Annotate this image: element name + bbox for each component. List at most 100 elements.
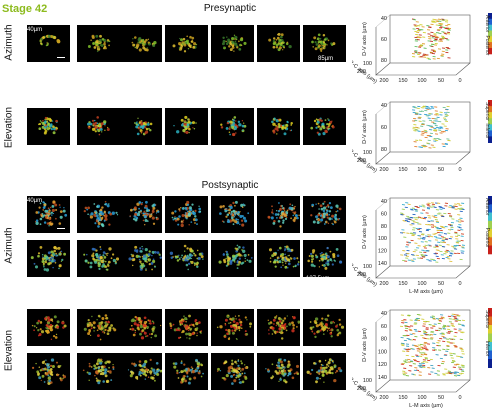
- y-tick-label: 80: [381, 224, 387, 230]
- x-tick-label: 50: [438, 78, 444, 84]
- z-tick-label: 100: [363, 378, 372, 384]
- image-tile: [257, 240, 300, 277]
- y-tick-label: 100: [378, 349, 387, 355]
- scale-bar: [57, 228, 65, 229]
- y-tick-label: 40: [381, 199, 387, 205]
- x-tick-label: 50: [438, 395, 444, 401]
- y-tick-label: 120: [378, 249, 387, 255]
- z-tick-label: 200: [357, 386, 366, 392]
- colorbar-segment: [488, 204, 492, 214]
- image-tile: [211, 196, 254, 233]
- z-tick-label: 100: [363, 61, 372, 67]
- y-tick-label: 40: [381, 16, 387, 22]
- colorbar-segment: [488, 100, 492, 107]
- image-tile: [27, 240, 70, 277]
- y-tick-label: 80: [381, 58, 387, 64]
- colorbar-segment: [488, 48, 492, 55]
- image-tile: [27, 196, 70, 233]
- colorbar-segment: [488, 359, 492, 368]
- z-tick-label: 200: [357, 158, 366, 164]
- image-tile: [77, 309, 120, 346]
- colorbar-segment: [488, 124, 492, 131]
- x-tick-label: 50: [438, 167, 444, 173]
- colorbar-segment: [488, 18, 492, 26]
- colorbar-segment: [488, 333, 492, 343]
- x-tick-label: 100: [417, 167, 426, 173]
- colorbar-segment: [488, 196, 492, 205]
- plot-frame: [389, 14, 471, 64]
- y-tick-label: 40: [381, 311, 387, 317]
- plot-floor: [375, 151, 471, 165]
- colorbar-segment: [488, 245, 492, 255]
- colorbar-segment: [488, 36, 492, 43]
- x-tick-label: 100: [417, 281, 426, 287]
- x-tick-label: 0: [458, 78, 461, 84]
- y-tick-label: 60: [381, 211, 387, 217]
- y-axis-label: D-V axis (µm): [362, 328, 368, 362]
- image-tile: [27, 309, 70, 346]
- image-tile: [211, 353, 254, 390]
- image-tile: [165, 25, 208, 62]
- postsynaptic-title: Postsynaptic: [201, 180, 259, 191]
- image-tile: [119, 108, 162, 145]
- image-tile: [211, 108, 254, 145]
- colorbar-bottom-label: Inferior: [484, 341, 490, 357]
- y-tick-label: 80: [381, 337, 387, 343]
- image-tile: [257, 196, 300, 233]
- image-tile: [77, 108, 120, 145]
- x-axis-label: L-M axis (µm): [409, 289, 443, 295]
- image-tile: [303, 353, 346, 390]
- y-axis-label: D-V axis (µm): [362, 215, 368, 249]
- image-tile: [119, 353, 162, 390]
- colorbar-segment: [488, 30, 492, 37]
- colorbar-segment: [488, 24, 492, 31]
- row-label-pre-elevation: Elevation: [3, 106, 15, 149]
- scale-bar: [57, 57, 65, 58]
- row-label-pre-azimuth: Azimuth: [3, 24, 15, 61]
- y-axis-label: D-V axis (µm): [362, 22, 368, 56]
- image-tile: [211, 240, 254, 277]
- plot-edge: [375, 309, 391, 323]
- image-tile: [165, 353, 208, 390]
- 3d-scatter-plot: 40 60 80 100 120 140 200 150 100 50 0 100 200 D-V axi…: [352, 308, 492, 409]
- image-tile: [257, 353, 300, 390]
- colorbar-bottom-label: Posterior: [484, 228, 490, 248]
- y-tick-label: 60: [381, 324, 387, 330]
- colorbar-top-label: Anterior: [484, 15, 490, 33]
- presynaptic-title: Presynaptic: [203, 3, 257, 14]
- x-tick-label: 0: [458, 395, 461, 401]
- colorbar-top-label: Anterior: [484, 198, 490, 216]
- image-tile: [27, 25, 70, 62]
- colorbar-segment: [488, 136, 492, 143]
- colorbar-segment: [488, 308, 492, 317]
- x-tick-label: 150: [398, 78, 407, 84]
- image-tile: [27, 353, 70, 390]
- row-label-post-elevation: Elevation: [3, 329, 15, 372]
- image-tile: [165, 240, 208, 277]
- x-tick-label: 100: [417, 395, 426, 401]
- image-tile: [77, 196, 120, 233]
- z-tick-label: 100: [363, 150, 372, 156]
- x-tick-label: 150: [398, 167, 407, 173]
- post-end-label: 137.5µm: [306, 276, 330, 282]
- colorbar-segment: [488, 350, 492, 360]
- image-tile: [77, 240, 120, 277]
- image-tile: [303, 309, 346, 346]
- colorbar-bottom-label: Posterior: [484, 35, 490, 55]
- image-tile: [257, 309, 300, 346]
- image-tile: [119, 196, 162, 233]
- colorbar-bottom-label: Inferior: [484, 123, 490, 139]
- z-tick-label: 100: [363, 264, 372, 270]
- colorbar-segment: [488, 342, 492, 351]
- colorbar-segment: [488, 220, 492, 230]
- image-tile: [119, 309, 162, 346]
- y-tick-label: 80: [381, 147, 387, 153]
- image-tile: [303, 108, 346, 145]
- image-tile: [303, 25, 346, 62]
- x-tick-label: 200: [379, 281, 388, 287]
- x-tick-label: 50: [438, 281, 444, 287]
- image-tile: [303, 240, 346, 277]
- x-axis-label: L-M axis (µm): [409, 403, 443, 409]
